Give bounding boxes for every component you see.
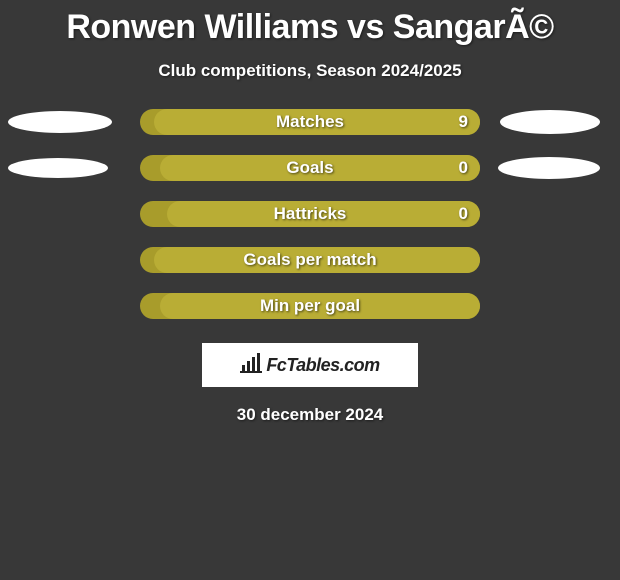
stat-row: Goals 0 [0,155,620,181]
stat-bar: Hattricks 0 [140,201,480,227]
stat-bar: Matches 9 [140,109,480,135]
stat-label: Goals [286,158,333,178]
stat-bar: Goals per match [140,247,480,273]
stat-bar: Goals 0 [140,155,480,181]
player-right-ellipse [500,110,600,134]
player-right-ellipse [498,157,600,179]
stats-container: Matches 9 Goals 0 Hattricks 0 Goals per match M… [0,109,620,319]
date-text: 30 december 2024 [0,405,620,425]
stat-label: Goals per match [243,250,376,270]
logo-text: FcTables.com [266,355,379,376]
stat-value: 9 [459,112,468,132]
stat-value: 0 [459,158,468,178]
stat-bar: Min per goal [140,293,480,319]
fctables-logo: FcTables.com [202,343,418,387]
stat-row: Min per goal [0,293,620,319]
bar-chart-icon [240,353,264,378]
page-title: Ronwen Williams vs SangarÃ© [0,0,620,47]
stat-row: Hattricks 0 [0,201,620,227]
subtitle: Club competitions, Season 2024/2025 [0,61,620,81]
stat-label: Matches [276,112,344,132]
stat-label: Min per goal [260,296,360,316]
stat-label: Hattricks [274,204,347,224]
stat-value: 0 [459,204,468,224]
stat-row: Matches 9 [0,109,620,135]
stat-row: Goals per match [0,247,620,273]
player-left-ellipse [8,158,108,178]
player-left-ellipse [8,111,112,133]
